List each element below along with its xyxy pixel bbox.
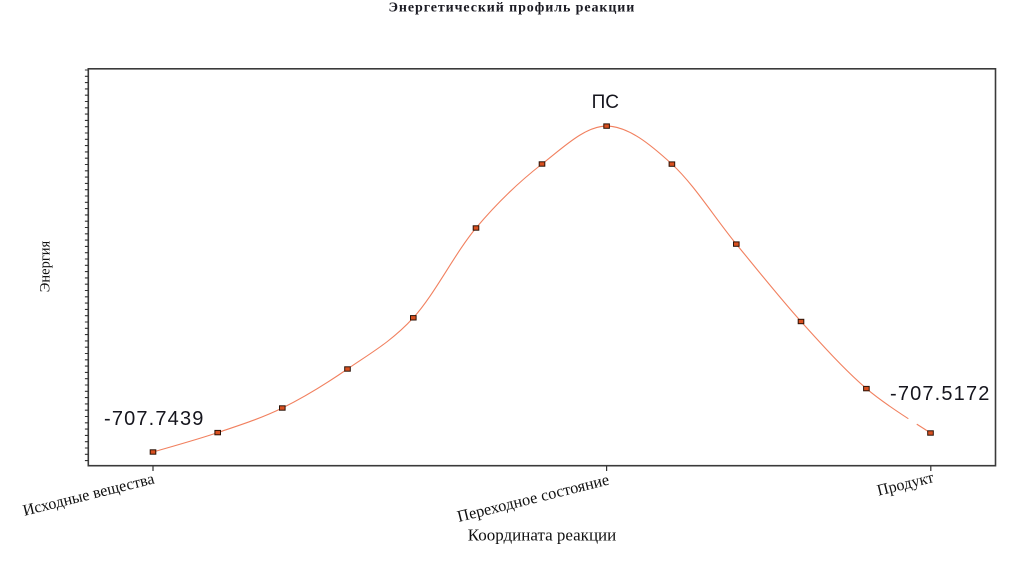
svg-text:ПС: ПС xyxy=(592,92,619,113)
svg-text:Энергия: Энергия xyxy=(38,240,54,292)
svg-text:Координата реакции: Координата реакции xyxy=(468,526,617,545)
svg-text:-707.5172: -707.5172 xyxy=(890,383,991,405)
svg-text:-707.7439: -707.7439 xyxy=(104,408,205,430)
svg-text:Энергетический профиль реакции: Энергетический профиль реакции xyxy=(389,0,636,15)
